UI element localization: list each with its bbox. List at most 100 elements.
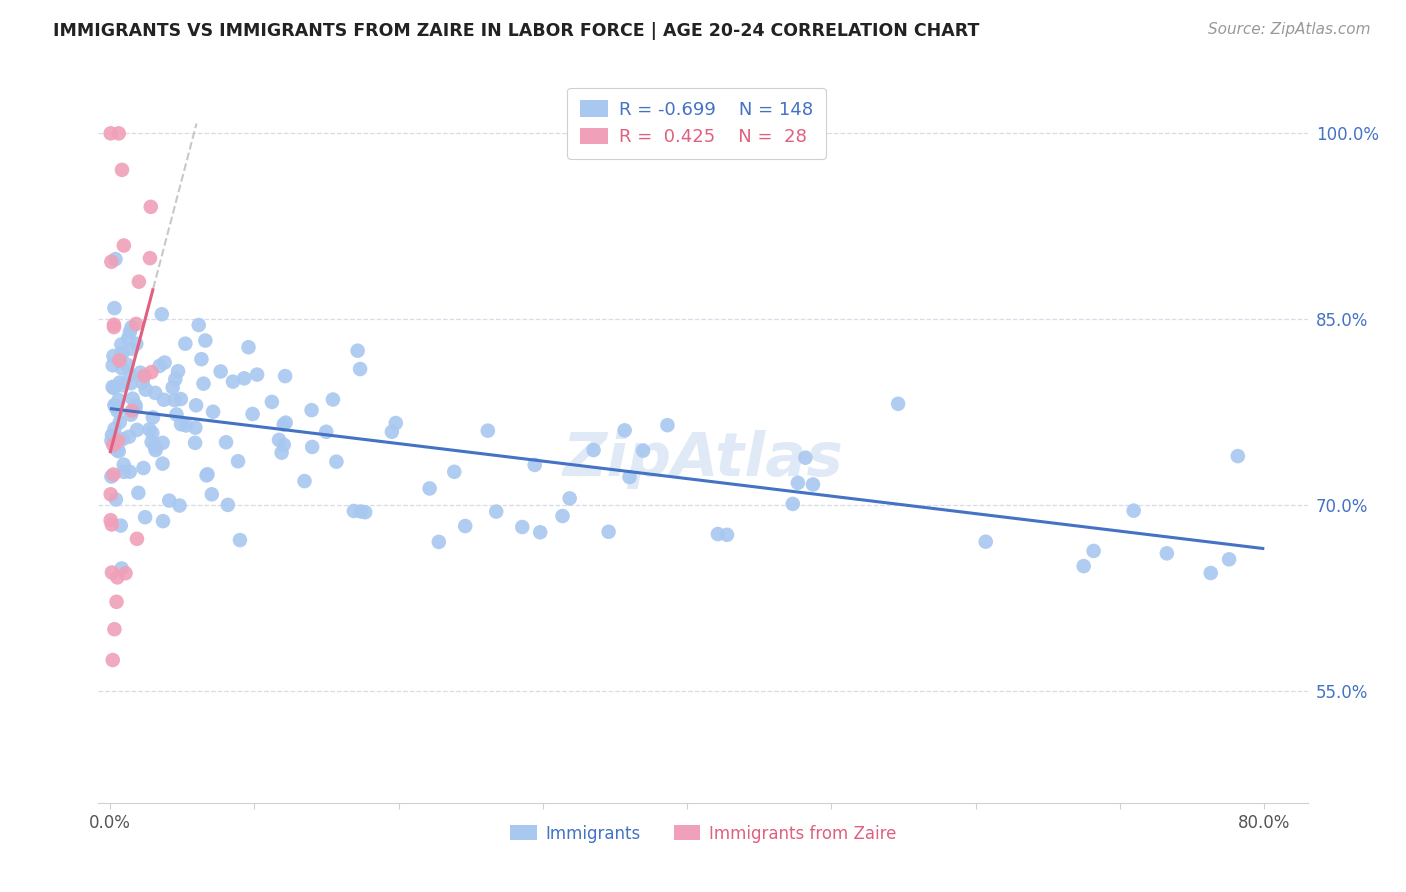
Point (301, 403, 323, 417)
Point (174, 336, 197, 351)
Point (267, 433, 290, 447)
Point (1218, 552, 1240, 566)
Point (349, 362, 371, 376)
Point (101, 653, 124, 667)
Point (558, 491, 581, 506)
Point (801, 477, 824, 491)
Point (125, 336, 148, 351)
Point (121, 392, 143, 406)
Point (222, 375, 245, 389)
Point (195, 468, 218, 483)
Point (707, 527, 730, 541)
Point (107, 434, 129, 448)
Point (103, 301, 125, 315)
Point (350, 504, 373, 518)
Point (215, 435, 238, 450)
Point (104, 492, 127, 507)
Point (141, 435, 163, 450)
Point (1199, 566, 1222, 580)
Point (111, 378, 134, 392)
Point (103, 349, 125, 363)
Point (103, 622, 125, 636)
Point (101, 566, 124, 580)
Point (134, 368, 156, 383)
Point (100, 126, 122, 140)
Point (132, 461, 155, 475)
Point (101, 358, 124, 372)
Point (125, 423, 148, 437)
Point (322, 392, 344, 407)
Point (346, 343, 368, 358)
Point (209, 364, 232, 378)
Point (104, 252, 127, 266)
Point (523, 458, 546, 472)
Point (131, 376, 153, 390)
Point (163, 393, 186, 408)
Point (260, 395, 283, 409)
Point (100, 469, 122, 483)
Point (184, 398, 207, 412)
Point (127, 486, 149, 500)
Point (343, 504, 366, 518)
Point (114, 566, 136, 581)
Point (108, 415, 131, 429)
Point (143, 440, 166, 454)
Point (134, 510, 156, 524)
Point (1156, 546, 1178, 560)
Point (124, 398, 146, 412)
Point (226, 454, 249, 468)
Point (118, 430, 141, 444)
Point (145, 443, 167, 458)
Point (124, 401, 146, 415)
Point (194, 334, 217, 348)
Point (1122, 503, 1144, 517)
Point (121, 403, 143, 417)
Point (105, 570, 128, 584)
Point (716, 528, 738, 542)
Text: ZipAtlas: ZipAtlas (562, 430, 844, 489)
Point (125, 317, 148, 331)
Point (120, 408, 142, 422)
Point (193, 376, 215, 391)
Point (150, 307, 173, 321)
Point (184, 435, 207, 450)
Point (657, 418, 679, 433)
Point (381, 425, 404, 439)
Point (443, 465, 465, 479)
Point (165, 372, 187, 386)
Point (103, 318, 125, 332)
Point (170, 417, 193, 432)
Point (229, 533, 252, 547)
Point (238, 340, 260, 354)
Point (117, 331, 139, 345)
Point (111, 432, 134, 446)
Point (112, 238, 135, 252)
Point (110, 518, 132, 533)
Point (101, 428, 124, 442)
Point (129, 366, 152, 380)
Point (152, 457, 174, 471)
Point (273, 417, 295, 432)
Point (419, 482, 441, 496)
Point (454, 519, 477, 533)
Point (149, 359, 172, 373)
Point (153, 355, 176, 369)
Point (152, 435, 174, 450)
Point (246, 368, 269, 382)
Point (104, 400, 127, 414)
Point (121, 342, 143, 356)
Point (166, 408, 188, 422)
Point (354, 505, 377, 519)
Point (125, 532, 148, 546)
Point (121, 320, 143, 334)
Point (111, 561, 134, 575)
Point (107, 392, 129, 407)
Point (325, 455, 347, 469)
Point (184, 420, 207, 434)
Point (112, 465, 135, 479)
Point (110, 337, 132, 351)
Point (427, 535, 450, 549)
Point (1226, 449, 1249, 463)
Point (138, 422, 160, 436)
Point (101, 380, 124, 394)
